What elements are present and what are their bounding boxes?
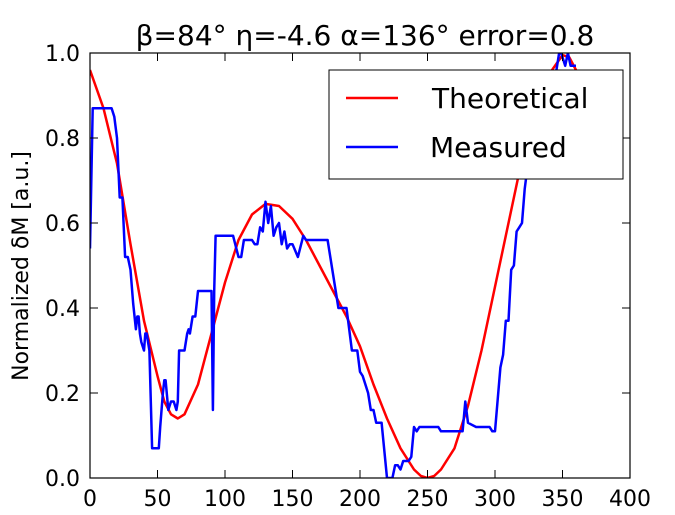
x-tick-label: 100 bbox=[204, 487, 246, 512]
series-line-measured bbox=[90, 53, 576, 478]
series-group bbox=[90, 53, 578, 478]
y-tick-label: 0.4 bbox=[45, 297, 80, 322]
legend-box bbox=[328, 69, 624, 180]
x-tick-label: 200 bbox=[339, 487, 381, 512]
legend-label-measured: Measured bbox=[430, 131, 567, 164]
x-tick-label: 350 bbox=[542, 487, 584, 512]
legend-label-theoretical: Theoretical bbox=[431, 82, 588, 115]
y-tick-label: 1.0 bbox=[45, 42, 80, 67]
x-tick-label: 400 bbox=[609, 487, 651, 512]
legend: Theoretical Measured bbox=[328, 69, 624, 180]
x-tick-label: 150 bbox=[272, 487, 314, 512]
y-tick-label: 0.0 bbox=[45, 467, 80, 492]
x-tick-label: 0 bbox=[83, 487, 97, 512]
x-tick-label: 300 bbox=[474, 487, 516, 512]
x-tick-label: 250 bbox=[407, 487, 449, 512]
x-tick-label: 50 bbox=[144, 487, 172, 512]
y-tick-label: 0.6 bbox=[45, 212, 80, 237]
chart-title: β=84° η=-4.6 α=136° error=0.8 bbox=[136, 19, 595, 52]
x-axis-ticks: 0 50 100 150 200 250 300 350 400 bbox=[83, 53, 651, 512]
y-tick-label: 0.2 bbox=[45, 382, 80, 407]
y-axis-label: Normalized δM [a.u.] bbox=[9, 151, 34, 381]
y-axis-ticks: 0.0 0.2 0.4 0.6 0.8 1.0 bbox=[45, 42, 630, 492]
y-tick-label: 0.8 bbox=[45, 127, 80, 152]
series-line-theoretical bbox=[90, 53, 578, 478]
